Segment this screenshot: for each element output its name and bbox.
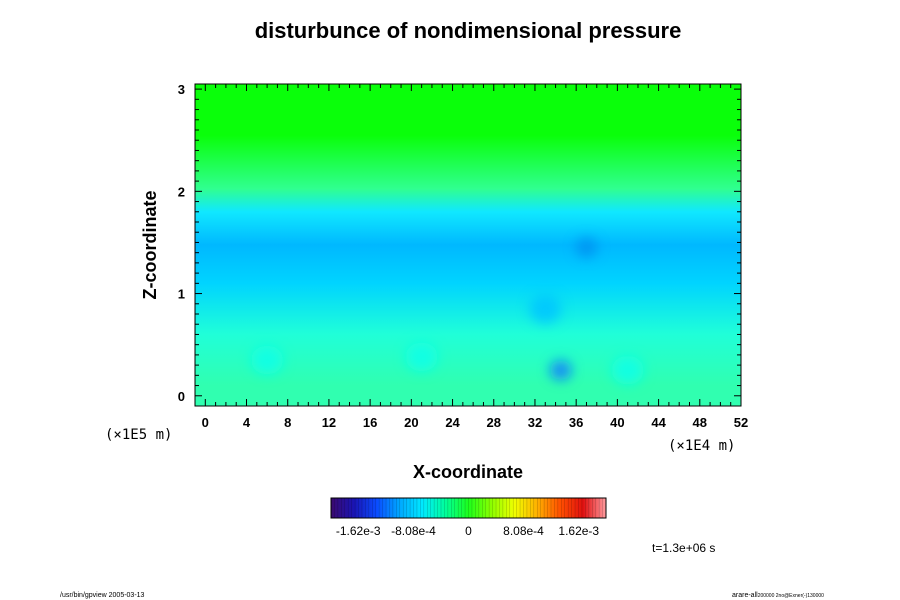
footer-right-note: arare-all200000 2no@Exner(-)130000 [732, 592, 824, 599]
x-scale-note: (×1E4 m) [668, 438, 735, 454]
x-tick-label: 52 [734, 415, 748, 430]
x-axis-label: X-coordinate [413, 462, 523, 482]
y-tick-label: 3 [178, 82, 185, 97]
heatmap-feature-0 [549, 360, 572, 381]
x-tick-label: 32 [528, 415, 542, 430]
colorbar-tick-label: 0 [465, 524, 472, 538]
y-tick-label: 1 [178, 287, 185, 302]
colorbar-stripes [334, 498, 603, 518]
time-label: t=1.3e+06 s [652, 541, 715, 555]
y-tick-label: 0 [178, 389, 185, 404]
x-axis: 0 4 8 12 16 20 24 28 32 36 40 44 48 52 [194, 84, 748, 430]
x-tick-label: 8 [284, 415, 291, 430]
heatmap-feature-3 [611, 355, 644, 385]
colorbar-fill [331, 498, 606, 518]
x-tick-label: 16 [363, 415, 377, 430]
x-tick-label: 48 [693, 415, 707, 430]
footer-right-note-small: 200000 2no@Exner(-)130000 [758, 593, 824, 599]
chart-title: disturbunce of nondimensional pressure [255, 18, 682, 43]
x-tick-label: 36 [569, 415, 583, 430]
y-axis-label: Z-coordinate [140, 190, 160, 299]
colorbar-frame [330, 497, 607, 519]
x-tick-label: 20 [404, 415, 418, 430]
x-tick-label: 28 [487, 415, 501, 430]
heatmap-feature-2 [405, 342, 438, 372]
footer-right-note-main: arare-all [732, 592, 758, 599]
colorbar-ticks: -1.62e-3 -8.08e-4 0 8.08e-4 1.62e-3 [336, 524, 600, 538]
colorbar: -1.62e-3 -8.08e-4 0 8.08e-4 1.62e-3 [330, 497, 607, 538]
x-tick-label: 0 [202, 415, 209, 430]
heatmap-band-fill [195, 84, 741, 406]
y-scale-note: (×1E5 m) [105, 427, 172, 443]
colorbar-tick-label: -1.62e-3 [336, 524, 381, 538]
heatmap-features [251, 237, 644, 385]
y-tick-label: 2 [178, 184, 185, 199]
heatmap-feature-4 [575, 237, 598, 258]
colorbar-tick-label: 1.62e-3 [558, 524, 599, 538]
x-tick-label: 12 [322, 415, 336, 430]
x-tick-label: 24 [445, 415, 460, 430]
x-tick-label: 44 [651, 415, 666, 430]
x-tick-label: 4 [243, 415, 251, 430]
plot-frame [194, 83, 742, 407]
colorbar-tick-label: -8.08e-4 [391, 524, 436, 538]
colorbar-tick-label: 8.08e-4 [503, 524, 544, 538]
heatmap-feature-1 [251, 345, 284, 375]
footer-left-note: /usr/bin/gpview 2005-03-13 [60, 592, 145, 599]
heatmap-feature-5 [529, 294, 562, 324]
y-axis: 0 1 2 3 [178, 82, 741, 407]
x-tick-label: 40 [610, 415, 624, 430]
plot-area [195, 84, 741, 406]
